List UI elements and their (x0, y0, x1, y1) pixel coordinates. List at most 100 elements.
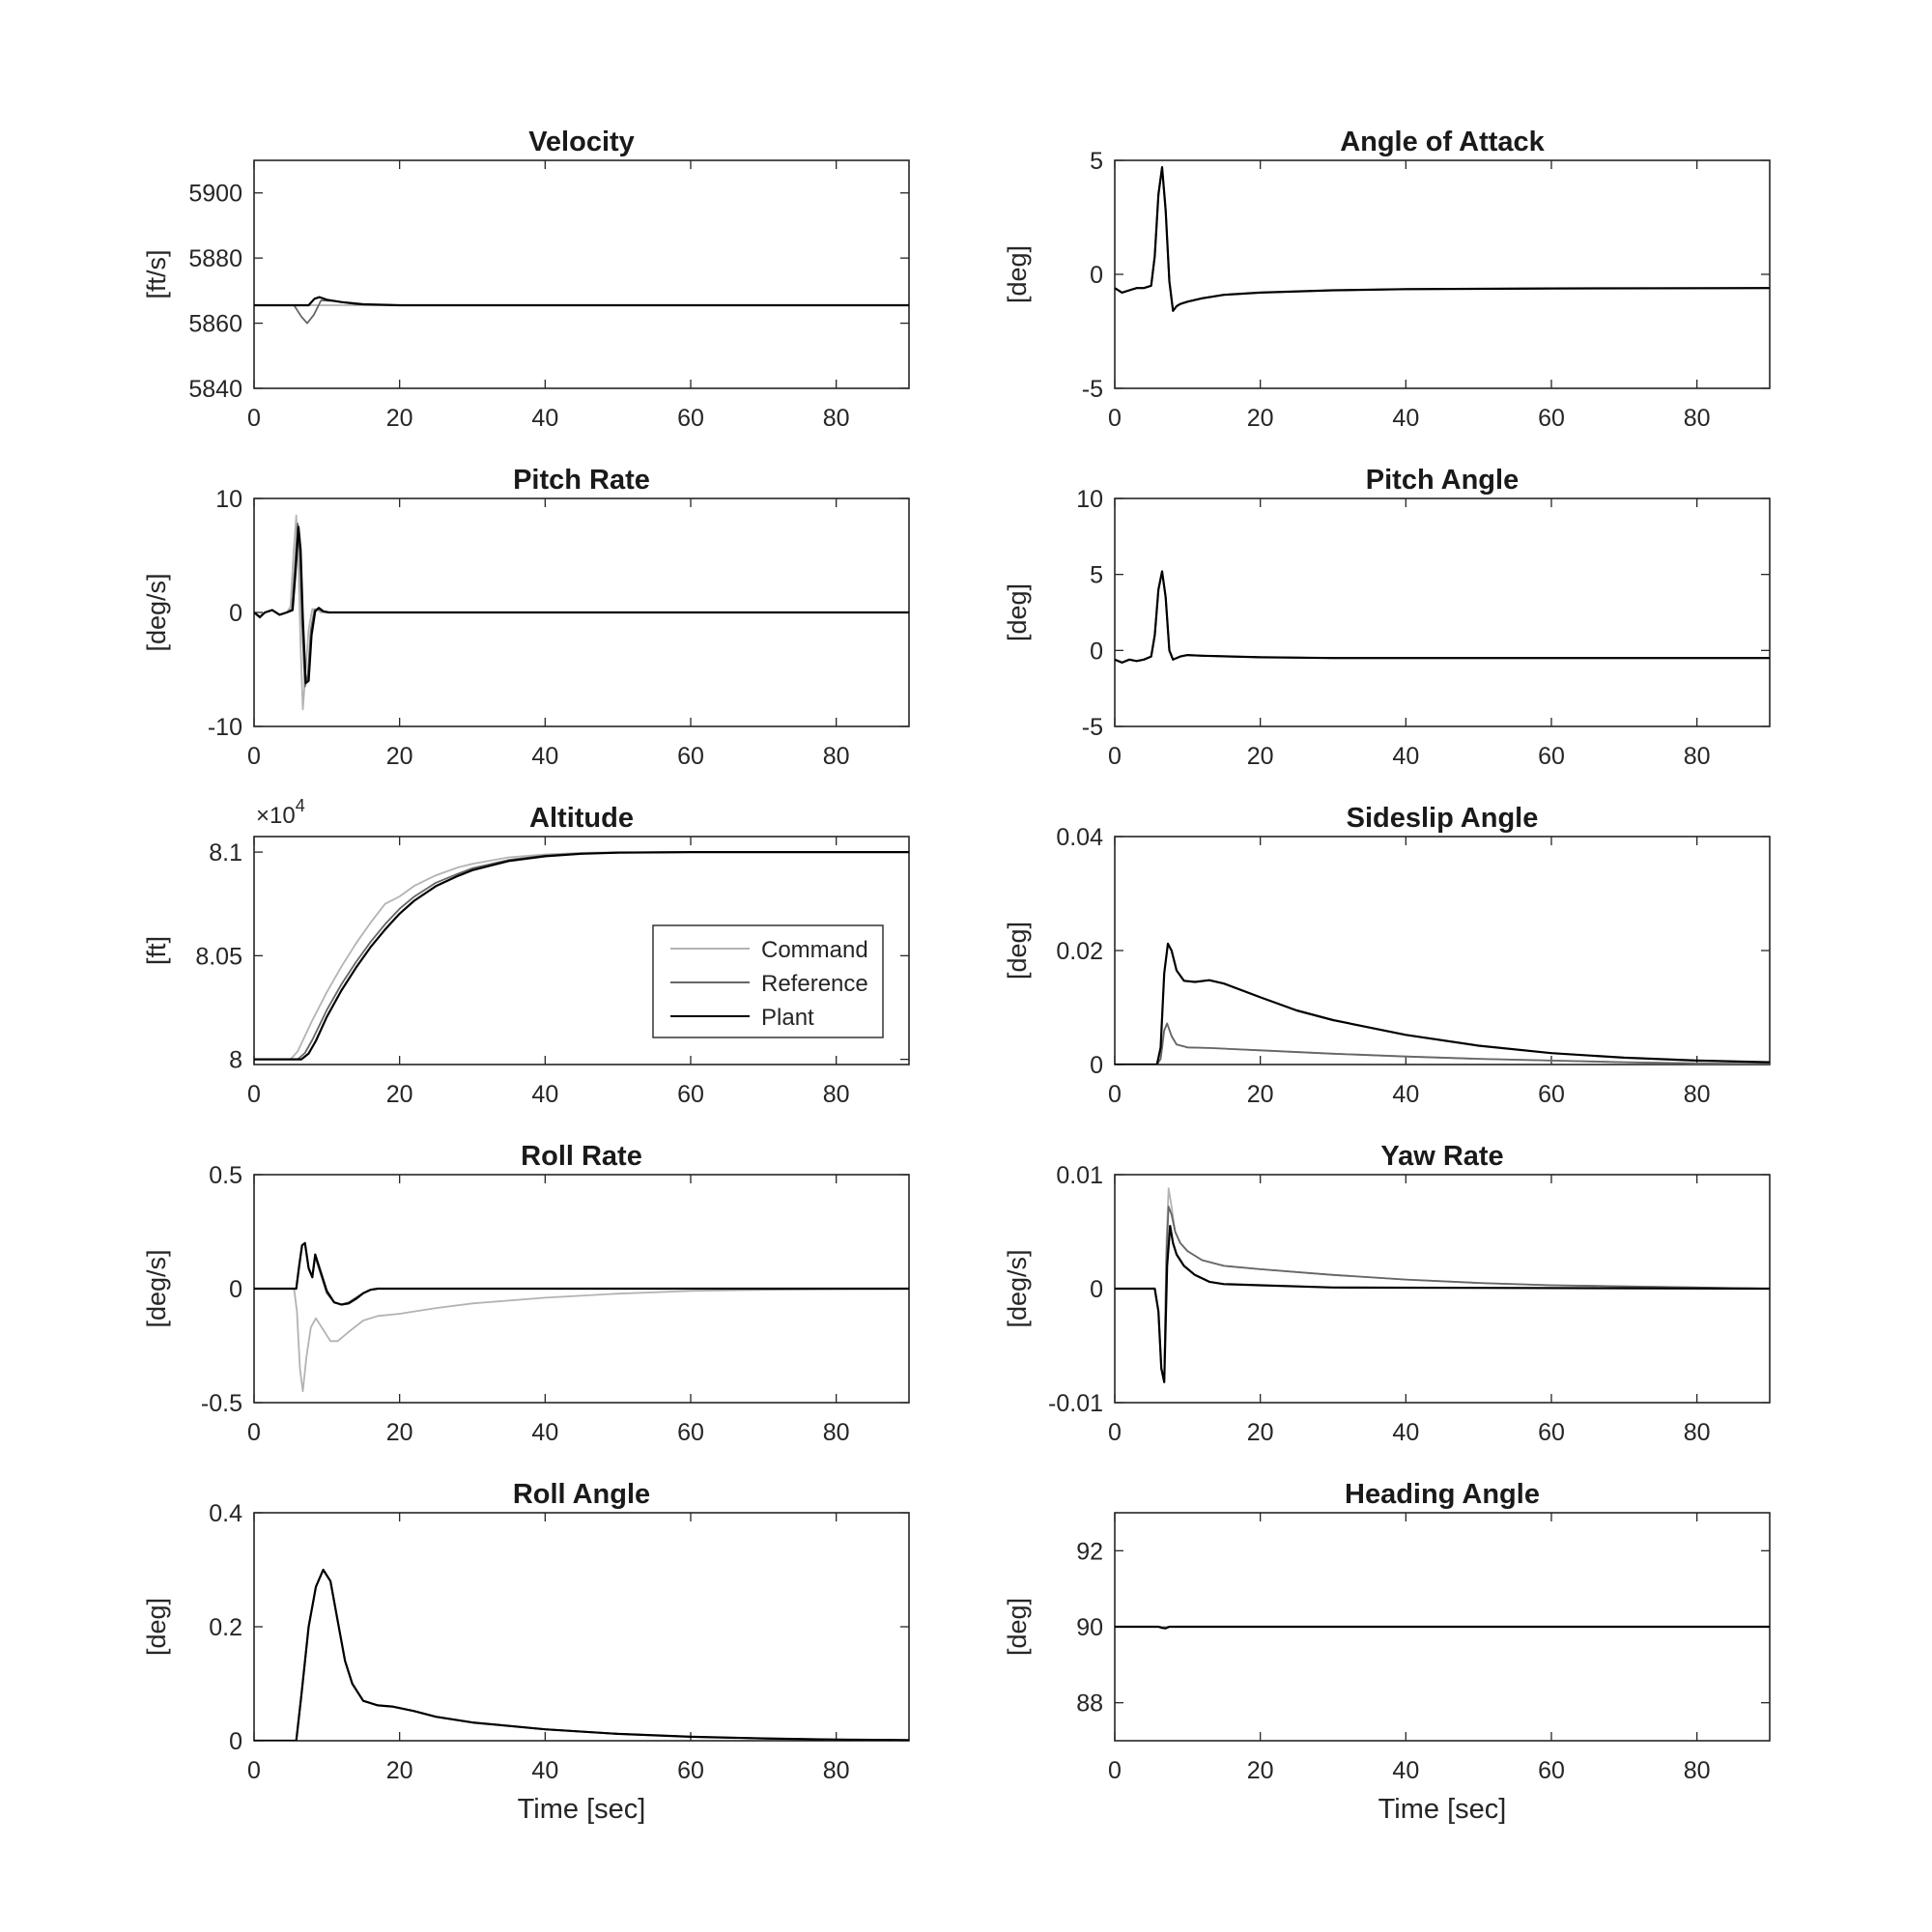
y-tick-label: 88 (1076, 1690, 1103, 1718)
x-tick-label: 20 (1247, 743, 1274, 770)
x-tick-label: 0 (247, 405, 261, 432)
series-group (254, 1568, 909, 1741)
series-group (254, 514, 909, 711)
y-tick-label: 0.04 (1056, 824, 1103, 851)
y-tick-label: 0.02 (1056, 938, 1103, 965)
x-tick-label: 60 (677, 743, 704, 770)
series-line-plant (254, 850, 909, 1061)
series-line-plant (1115, 942, 1770, 1065)
panel-sideslip: 0 20 40 60 80 0 0.02 0.04 Sideslip Angle [deg] (1003, 803, 1771, 1108)
legend-label: Reference (761, 971, 868, 997)
y-tick-label: 0 (229, 1728, 242, 1755)
x-tick-label: 40 (1392, 743, 1419, 770)
panel-velocity: 0 20 40 60 80 5840 5860 5880 5900 Velocity [ft/s] (142, 127, 910, 432)
y-tick-label: 0 (229, 600, 242, 627)
panel-title: Altitude (529, 803, 634, 834)
y-scale-exponent: ×104 (256, 796, 305, 829)
panel-roll-angle: 0 20 40 60 80 0 0.2 0.4 Roll Angle [deg] Time [sec… (142, 1479, 910, 1825)
x-tick-label: 20 (386, 405, 413, 432)
x-tick-label: 60 (1538, 743, 1565, 770)
x-tick-label: 40 (1392, 1757, 1419, 1784)
x-axis-label: Time [sec] (518, 1794, 646, 1825)
x-tick-label: 60 (677, 405, 704, 432)
y-scale-power: 4 (296, 796, 305, 815)
series-line-plant (254, 1568, 909, 1741)
y-tick-label: 0.2 (209, 1614, 242, 1641)
x-tick-label: 40 (531, 405, 558, 432)
panel-title: Roll Rate (521, 1141, 642, 1172)
series-line-plant (254, 1241, 909, 1306)
series-group (1115, 1625, 1770, 1630)
x-tick-label: 80 (823, 405, 850, 432)
panel-title: Heading Angle (1345, 1479, 1540, 1510)
x-tick-label: 0 (247, 1419, 261, 1446)
series-line-plant (254, 526, 909, 685)
x-tick-label: 20 (1247, 1419, 1274, 1446)
x-tick-label: 40 (1392, 1419, 1419, 1446)
series-line-plant (1115, 1625, 1770, 1630)
y-axis-label: [deg] (1003, 1598, 1032, 1656)
y-tick-label: -5 (1082, 714, 1103, 741)
legend-label: Plant (761, 1005, 814, 1031)
panel-title: Roll Angle (513, 1479, 650, 1510)
y-tick-label: 10 (1076, 486, 1103, 513)
x-tick-label: 60 (1538, 1419, 1565, 1446)
panel-title: Pitch Rate (513, 465, 650, 496)
y-axis-label: [deg/s] (142, 573, 171, 651)
x-tick-label: 20 (386, 1757, 413, 1784)
x-tick-label: 40 (1392, 1081, 1419, 1108)
y-tick-label: 0 (1090, 1276, 1103, 1303)
x-tick-label: 0 (247, 743, 261, 770)
panel-title: Yaw Rate (1380, 1141, 1503, 1172)
y-tick-label: 0 (1090, 1052, 1103, 1079)
x-tick-label: 20 (1247, 1757, 1274, 1784)
x-tick-label: 60 (1538, 1081, 1565, 1108)
y-tick-label: 5900 (188, 181, 242, 208)
series-group (254, 850, 909, 1061)
x-tick-label: 80 (1684, 1081, 1711, 1108)
series-group (1115, 942, 1770, 1065)
y-tick-label: 5880 (188, 245, 242, 272)
y-tick-label: -5 (1082, 376, 1103, 403)
y-axis-label: [deg] (142, 1598, 171, 1656)
x-tick-label: 60 (1538, 1757, 1565, 1784)
x-tick-label: 40 (1392, 405, 1419, 432)
series-line-plant (1115, 570, 1770, 665)
y-tick-label: 90 (1076, 1614, 1103, 1641)
y-axis-label: [ft/s] (142, 249, 171, 298)
x-tick-label: 60 (1538, 405, 1565, 432)
y-tick-label: 10 (215, 486, 242, 513)
panel-title: Angle of Attack (1340, 127, 1545, 157)
y-tick-label: 92 (1076, 1538, 1103, 1565)
x-tick-label: 20 (386, 743, 413, 770)
y-tick-label: 8 (229, 1047, 242, 1074)
series-group (254, 296, 909, 325)
x-tick-label: 0 (247, 1081, 261, 1108)
y-tick-label: 5840 (188, 376, 242, 403)
y-scale-base: ×10 (256, 803, 296, 829)
y-tick-label: 0.4 (209, 1500, 242, 1527)
y-tick-label: 0.01 (1056, 1162, 1103, 1189)
y-axis-label: [deg/s] (1003, 1249, 1032, 1327)
y-tick-label: 0 (229, 1276, 242, 1303)
x-tick-label: 40 (531, 743, 558, 770)
plot-area (1114, 159, 1771, 389)
y-tick-label: -10 (208, 714, 242, 741)
x-axis-label: Time [sec] (1378, 1794, 1507, 1825)
y-tick-label: 5 (1090, 148, 1103, 175)
y-axis-label: [deg] (1003, 922, 1032, 980)
series-line-plant (254, 296, 909, 307)
x-tick-label: 40 (531, 1757, 558, 1784)
series-line-command (254, 1288, 909, 1393)
plot-area (253, 159, 910, 389)
x-tick-label: 0 (1108, 1419, 1122, 1446)
plot-area (1114, 836, 1771, 1065)
x-tick-label: 60 (677, 1757, 704, 1784)
legend-label: Command (761, 937, 868, 963)
